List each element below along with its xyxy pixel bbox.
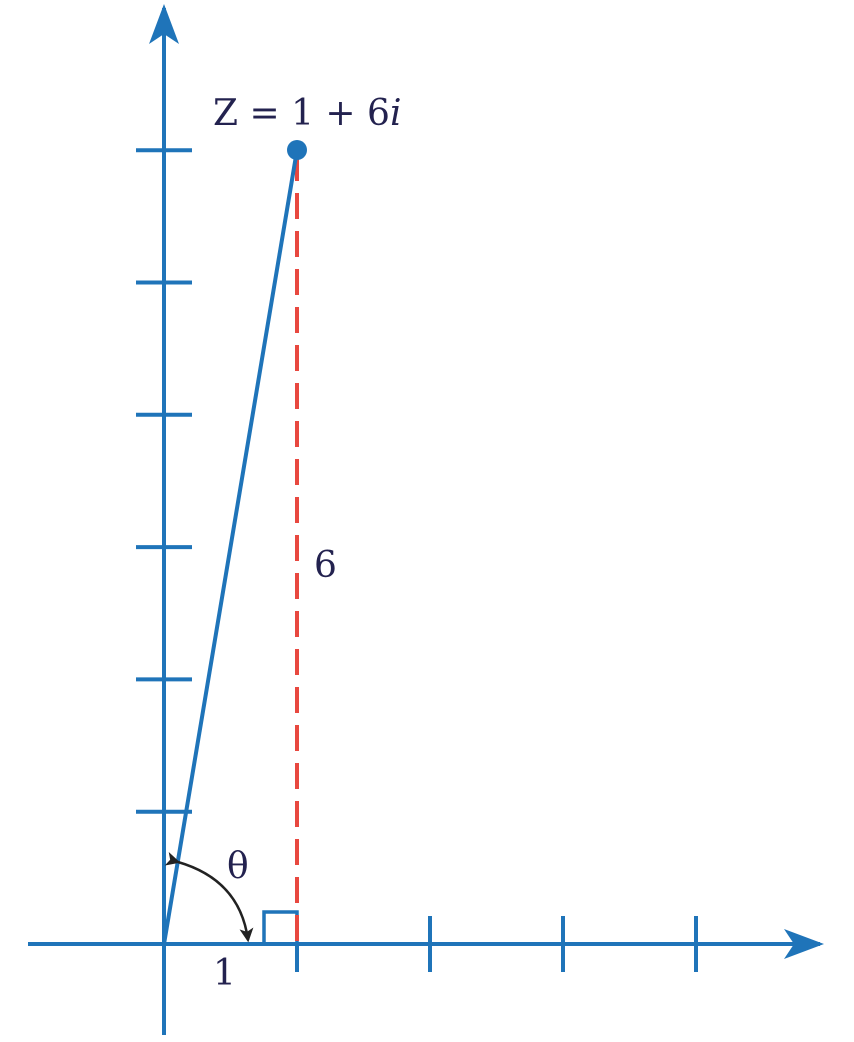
point-z — [287, 140, 307, 160]
horizontal-side-label: 1 — [213, 953, 236, 994]
point-z-label-italic: i — [390, 93, 402, 134]
right-angle-marker — [262, 910, 299, 944]
angle-label: θ — [227, 846, 249, 887]
real-axis-ticks — [295, 916, 698, 972]
vertical-side-label: 6 — [314, 545, 337, 586]
angle-theta-arc — [164, 852, 254, 943]
complex-vector — [162, 149, 299, 945]
point-z-label-text: Z = 1 + 6 — [213, 93, 390, 134]
imaginary-axis-ticks — [136, 148, 192, 814]
point-z-label: Z = 1 + 6i — [213, 93, 401, 134]
